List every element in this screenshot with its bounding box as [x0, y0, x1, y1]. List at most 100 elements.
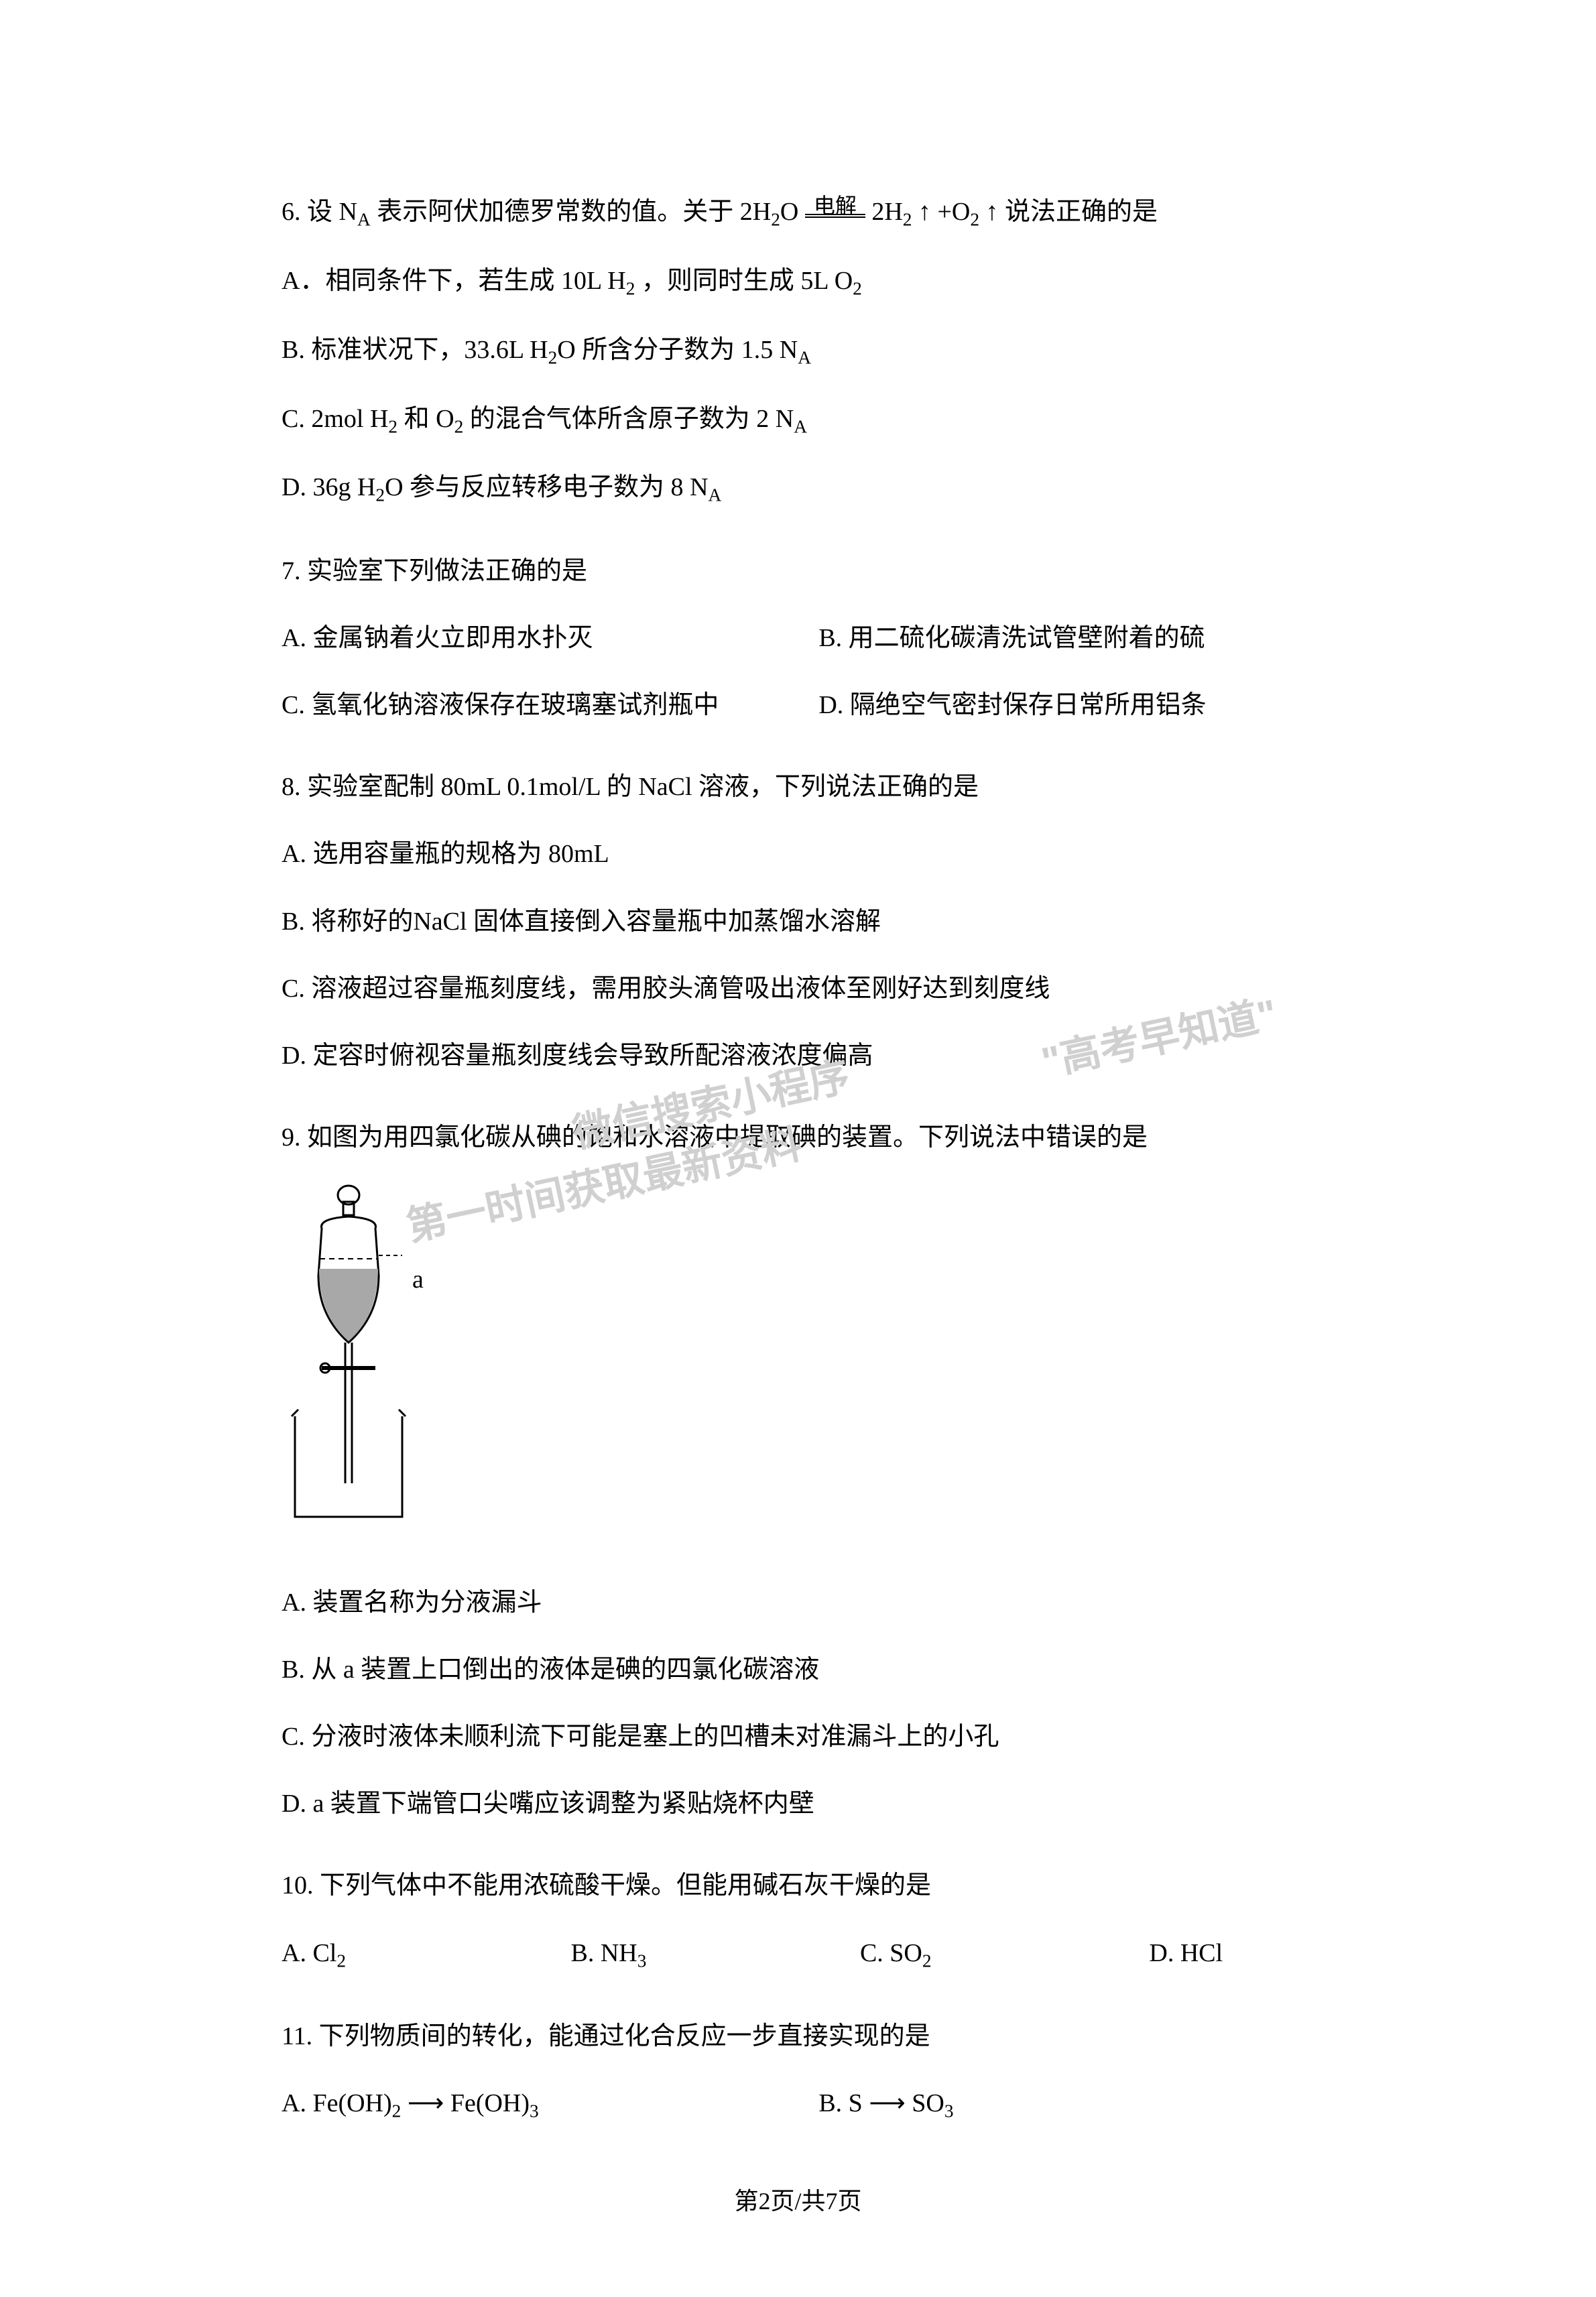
q10-d-label: D.	[1149, 1939, 1180, 1967]
q6-option-c: C. 2mol H2 和 O2 的混合气体所含原子数为 2 NA	[282, 395, 1314, 445]
q6-stem-b: 表示阿伏加德罗常数的值。关于	[377, 198, 740, 226]
q11-a-s1: 2	[392, 2101, 402, 2121]
q11-stem: 11. 下列物质间的转化，能通过化合反应一步直接实现的是	[282, 2012, 1314, 2060]
q6-d-sub: 2	[375, 485, 385, 505]
question-7: 7. 实验室下列做法正确的是 A. 金属钠着火立即用水扑灭 B. 用二硫化碳清洗…	[282, 547, 1314, 730]
q7-option-d: D. 隔绝空气密封保存日常所用铝条	[818, 681, 1314, 729]
q10-option-a: A. Cl2	[282, 1929, 570, 1979]
q6-plus: +O	[937, 198, 970, 226]
q6-b-f: H	[530, 336, 548, 364]
q10-b-f: NH	[601, 1939, 637, 1967]
q6-c-sub2: 2	[454, 416, 464, 436]
q6-b-sub: 2	[548, 348, 558, 368]
q9-diagram: a	[282, 1182, 1314, 1538]
q11-option-b: B. S ⟶ SO3	[818, 2079, 1314, 2129]
q10-option-d: D. HCl	[1149, 1929, 1314, 1979]
question-11: 11. 下列物质间的转化，能通过化合反应一步直接实现的是 A. Fe(OH)2 …	[282, 2012, 1314, 2129]
q9-stem: 9. 如图为用四氯化碳从碘的饱和水溶液中提取碘的装置。下列说法中错误的是	[282, 1113, 1314, 1162]
q10-c-f: SO	[889, 1939, 922, 1967]
q6-eq-r: 2H	[871, 198, 902, 226]
q11-a-l: Fe(OH)	[312, 2089, 391, 2117]
q10-option-b: B. NH3	[570, 1929, 859, 1979]
reaction-arrow: 电解	[805, 190, 865, 238]
q6-b-o: O	[557, 336, 575, 364]
q11-a-r: Fe(OH)	[450, 2089, 530, 2117]
q8-option-a: A. 选用容量瓶的规格为 80mL	[282, 830, 1314, 878]
q6-c-na: N	[776, 405, 794, 433]
q10-a-sub: 2	[336, 1950, 346, 1971]
q10-stem: 10. 下列气体中不能用浓硫酸干燥。但能用碱石灰干燥的是	[282, 1861, 1314, 1910]
q6-eq-l: 2H	[740, 198, 771, 226]
q6-a-sub: 2	[626, 279, 635, 299]
q6-b-nasub: A	[798, 348, 811, 368]
q6-b-end: 所含分子数为 1.5	[582, 336, 780, 364]
q6-c-h: H	[370, 405, 388, 433]
question-10: 10. 下列气体中不能用浓硫酸干燥。但能用碱石灰干燥的是 A. Cl2 B. N…	[282, 1861, 1314, 1979]
question-6: 6. 设 NA 表示阿伏加德罗常数的值。关于 2H2O 电解 2H2 ↑ +O2…	[282, 188, 1314, 513]
q6-stem: 6. 设 NA 表示阿伏加德罗常数的值。关于 2H2O 电解 2H2 ↑ +O2…	[282, 188, 1314, 238]
q6-eq-s2: 2	[903, 210, 912, 230]
up-arrow-icon-1: ↑	[918, 198, 931, 226]
q10-b-label: B.	[570, 1939, 600, 1967]
question-9: 9. 如图为用四氯化碳从碘的饱和水溶液中提取碘的装置。下列说法中错误的是 a A…	[282, 1113, 1314, 1828]
q6-c-nasub: A	[794, 416, 807, 436]
q6-b-text: B. 标准状况下，33.6L	[282, 336, 530, 364]
q6-stem-c: 说法正确的是	[1005, 198, 1158, 226]
q6-a-text: A．相同条件下，若生成 10L	[282, 267, 607, 295]
q6-eq-s1: 2	[771, 210, 780, 230]
q8-stem: 8. 实验室配制 80mL 0.1mol/L 的 NaCl 溶液，下列说法正确的…	[282, 763, 1314, 811]
separating-funnel-icon	[282, 1182, 456, 1530]
q6-c-sub: 2	[388, 416, 397, 436]
q6-d-end: 参与反应转移电子数为 8	[410, 473, 690, 501]
up-arrow-icon-2: ↑	[986, 198, 999, 226]
q7-row-ab: A. 金属钠着火立即用水扑灭 B. 用二硫化碳清洗试管壁附着的硫	[282, 614, 1314, 662]
q11-a-label: A.	[282, 2089, 312, 2117]
q11-b-label: B.	[818, 2089, 848, 2117]
q6-d-na: N	[690, 473, 708, 501]
q7-option-c: C. 氢氧化钠溶液保存在玻璃塞试剂瓶中	[282, 681, 818, 729]
q6-d-nasub: A	[709, 485, 722, 505]
q6-a-f: H	[607, 267, 625, 295]
q6-eq-s3: 2	[970, 210, 979, 230]
page-footer: 第2页/共7页	[0, 2182, 1596, 2217]
q9-option-c: C. 分液时液体未顺利流下可能是塞上的凹槽未对准漏斗上的小孔	[282, 1713, 1314, 1761]
reaction-condition-text: 电解	[805, 186, 865, 227]
q11-b-l: S	[849, 2089, 863, 2117]
q6-option-b: B. 标准状况下，33.6L H2O 所含分子数为 1.5 NA	[282, 326, 1314, 376]
q6-a-f2: O	[835, 267, 853, 295]
q6-eq-o: O	[780, 198, 805, 226]
q6-d-h: H	[357, 473, 375, 501]
q10-b-sub: 3	[637, 1950, 647, 1971]
q6-b-na: N	[780, 336, 798, 364]
q6-c-end: 的混合气体所含原子数为 2	[470, 405, 776, 433]
q8-option-c: C. 溶液超过容量瓶刻度线，需用胶头滴管吸出液体至刚好达到刻度线	[282, 965, 1314, 1013]
q8-option-d: D. 定容时俯视容量瓶刻度线会导致所配溶液浓度偏高	[282, 1032, 1314, 1080]
q7-row-cd: C. 氢氧化钠溶液保存在玻璃塞试剂瓶中 D. 隔绝空气密封保存日常所用铝条	[282, 681, 1314, 729]
q6-a-end: ，则同时生成 5L	[641, 267, 835, 295]
arrow-right-icon-2: ⟶	[869, 2089, 912, 2117]
q10-option-c: C. SO2	[860, 1929, 1149, 1979]
q11-a-s2: 3	[530, 2101, 539, 2121]
q10-d-f: HCl	[1180, 1939, 1223, 1967]
q6-c-o: O	[436, 405, 454, 433]
q6-a-sub2: 2	[853, 279, 862, 299]
q7-option-b: B. 用二硫化碳清洗试管壁附着的硫	[818, 614, 1314, 662]
q7-stem: 7. 实验室下列做法正确的是	[282, 547, 1314, 595]
arrow-right-icon-1: ⟶	[408, 2089, 450, 2117]
q9-label-a: a	[412, 1255, 424, 1304]
question-8: 8. 实验室配制 80mL 0.1mol/L 的 NaCl 溶液，下列说法正确的…	[282, 763, 1314, 1080]
q6-c-and: 和	[404, 405, 436, 433]
q10-options: A. Cl2 B. NH3 C. SO2 D. HCl	[282, 1929, 1314, 1979]
q8-option-b: B. 将称好的NaCl 固体直接倒入容量瓶中加蒸馏水溶解	[282, 897, 1314, 946]
q6-option-a: A．相同条件下，若生成 10L H2 ，则同时生成 5L O2	[282, 257, 1314, 307]
q9-option-b: B. 从 a 装置上口倒出的液体是碘的四氯化碳溶液	[282, 1646, 1314, 1694]
q10-c-label: C.	[860, 1939, 889, 1967]
q9-option-a: A. 装置名称为分液漏斗	[282, 1578, 1314, 1627]
q7-option-a: A. 金属钠着火立即用水扑灭	[282, 614, 818, 662]
q6-d-o: O	[385, 473, 403, 501]
q6-d-text: D. 36g	[282, 473, 357, 501]
q10-a-label: A.	[282, 1939, 312, 1967]
q10-a-f: Cl	[312, 1939, 336, 1967]
q6-na: N	[339, 198, 357, 226]
q11-b-r: SO	[912, 2089, 944, 2117]
